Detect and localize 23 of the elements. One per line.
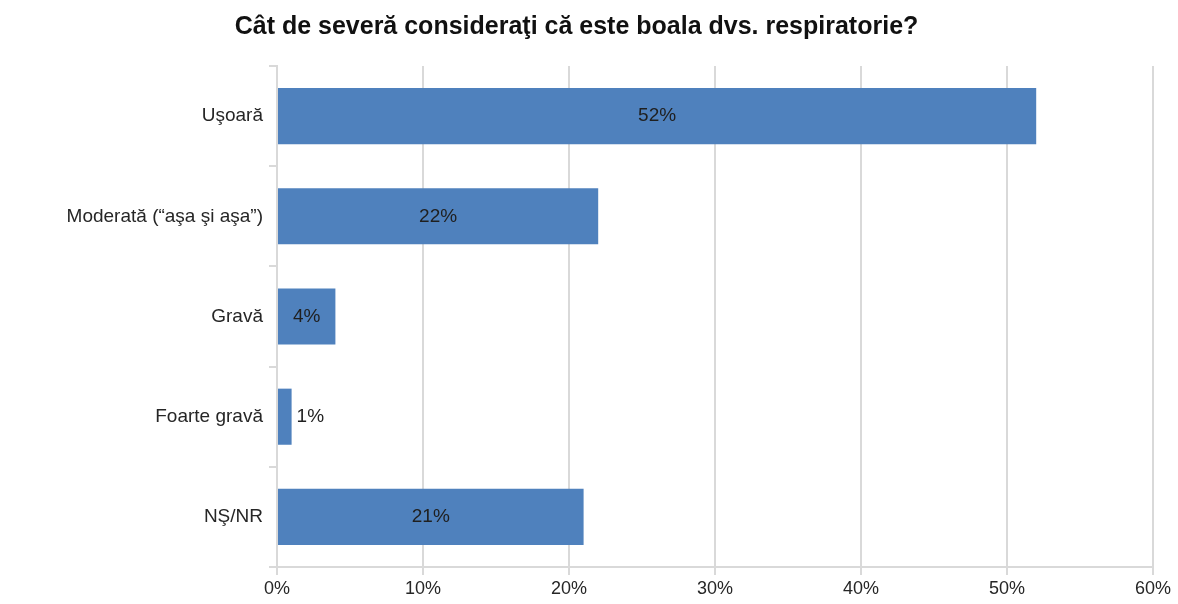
chart-title: Cât de severă consideraţi că este boala dvs. respiratorie? [234,10,919,39]
y-tick-label: Moderată (“aşa şi aşa”) [66,204,263,226]
y-tick-label: Foarte gravă [155,404,264,426]
bar [278,188,599,245]
x-tick-label: 0% [263,577,291,598]
x-tick-label: 30% [696,577,734,598]
y-tick-label: Uşoară [201,104,264,126]
bar [278,88,1037,145]
data-label: 4% [292,304,321,326]
x-tick-label: 40% [842,577,880,598]
x-tick-label: 60% [1134,577,1172,598]
data-label: 21% [411,505,450,527]
bar [278,488,584,545]
bar [278,388,292,445]
y-tick-label: NŞ/NR [203,505,263,527]
x-tick-label: 20% [550,577,588,598]
x-tick-label: 10% [404,577,442,598]
x-tick-label: 50% [988,577,1026,598]
bar [278,288,336,345]
data-label: 1% [296,404,325,426]
y-tick-label: Gravă [211,304,264,326]
data-label: 52% [638,104,677,126]
data-label: 22% [419,204,458,226]
